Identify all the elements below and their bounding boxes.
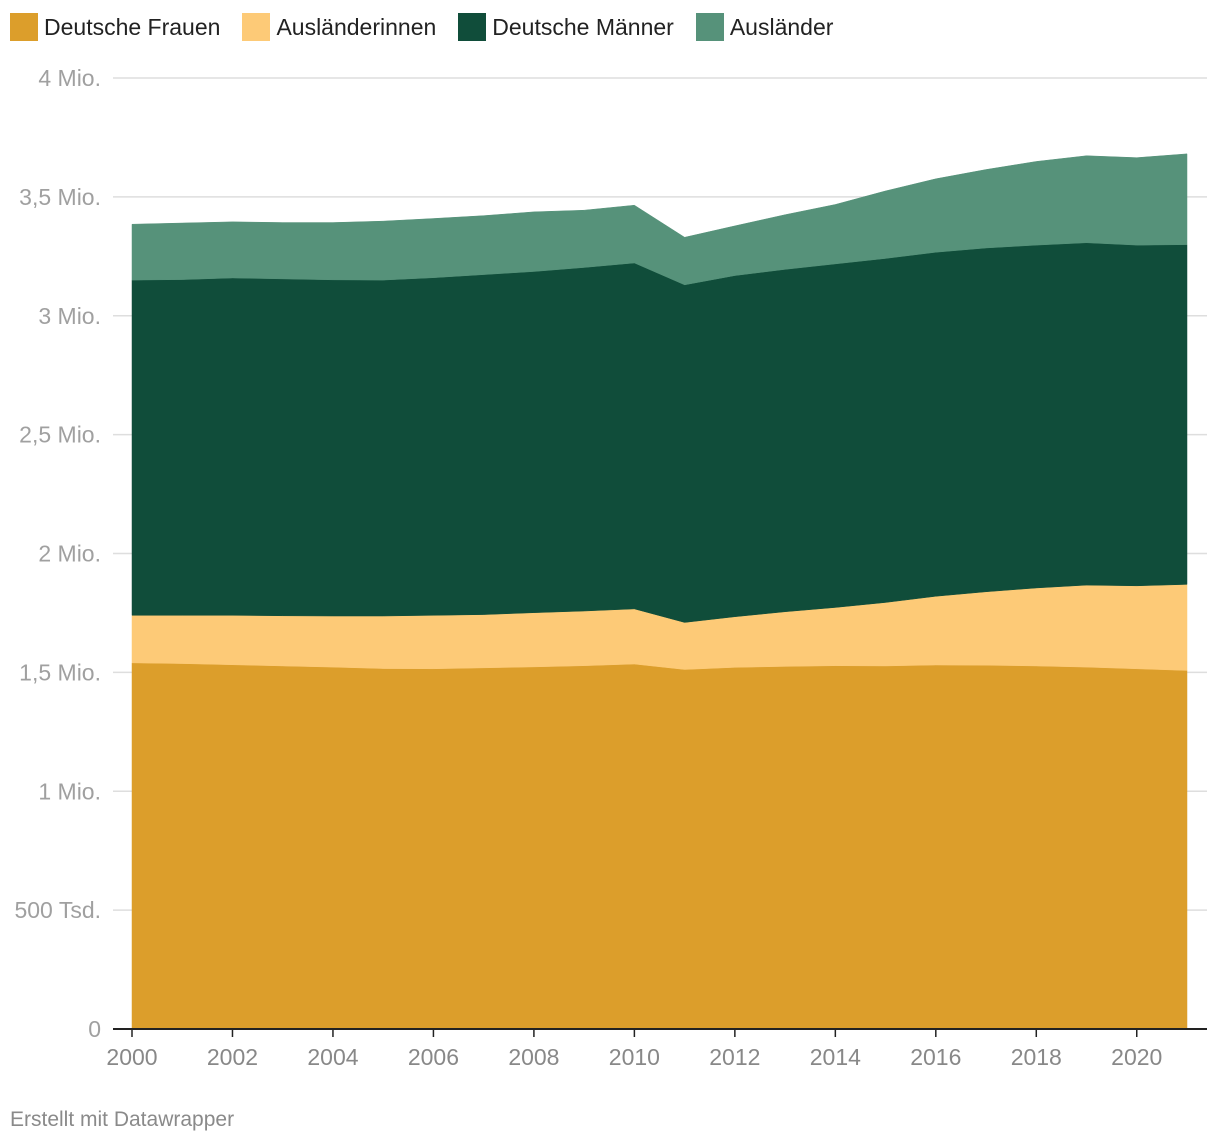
axes: 0 500 Tsd. 1 Mio. 1,5 Mio. 2 Mio. 2,5 Mio. 3 M… xyxy=(14,65,1207,1070)
x-tick-label: 2004 xyxy=(307,1044,358,1070)
y-tick-label: 500 Tsd. xyxy=(14,897,101,923)
x-tick-label: 2016 xyxy=(910,1044,961,1070)
y-tick-label: 2 Mio. xyxy=(38,541,101,567)
chart-legend: Deutsche Frauen Ausländerinnen Deutsche Mä… xyxy=(10,10,833,44)
area-deutsche-maenner xyxy=(131,242,1188,623)
y-tick-label: 1,5 Mio. xyxy=(19,659,101,685)
x-tick-label: 2010 xyxy=(609,1044,660,1070)
legend-label: Deutsche Frauen xyxy=(44,13,221,40)
legend-swatch xyxy=(242,13,271,41)
legend-item-deutsche-frauen: Deutsche Frauen xyxy=(10,13,220,41)
legend-item-auslaender: Ausländer xyxy=(695,13,834,41)
stacked-area-chart: 0 500 Tsd. 1 Mio. 1,5 Mio. 2 Mio. 2,5 Mio. 3 M… xyxy=(14,65,1207,1070)
legend-swatch xyxy=(695,13,724,41)
y-tick-label: 3,5 Mio. xyxy=(19,184,101,210)
legend-label: Deutsche Männer xyxy=(492,13,674,40)
legend-label: Ausländerinnen xyxy=(276,13,437,40)
x-tick-label: 2008 xyxy=(508,1044,559,1070)
area-auslaender xyxy=(131,153,1188,286)
y-tick-label: 4 Mio. xyxy=(38,65,101,91)
x-tick-label: 2002 xyxy=(207,1044,258,1070)
legend-swatch xyxy=(10,13,38,41)
area-deutsche-frauen xyxy=(131,662,1188,1030)
area-series xyxy=(131,153,1188,1030)
x-tick-label: 2014 xyxy=(810,1044,861,1070)
x-tick-label: 2012 xyxy=(709,1044,760,1070)
footer-credit: Erstellt mit Datawrapper xyxy=(10,1108,235,1131)
x-tick-label: 2020 xyxy=(1111,1044,1162,1070)
x-tick-label: 2018 xyxy=(1011,1044,1062,1070)
legend-swatch xyxy=(458,13,487,41)
y-tick-label: 1 Mio. xyxy=(38,778,101,804)
y-tick-label: 2,5 Mio. xyxy=(19,422,101,448)
legend-label: Ausländer xyxy=(729,13,834,40)
legend-item-auslaenderinnen: Ausländerinnen xyxy=(242,13,436,41)
y-tick-label: 0 xyxy=(88,1016,101,1042)
x-tick-label: 2000 xyxy=(106,1044,157,1070)
y-tick-label: 3 Mio. xyxy=(38,303,101,329)
legend-item-deutsche-maenner: Deutsche Männer xyxy=(458,13,674,41)
x-tick-label: 2006 xyxy=(408,1044,459,1070)
